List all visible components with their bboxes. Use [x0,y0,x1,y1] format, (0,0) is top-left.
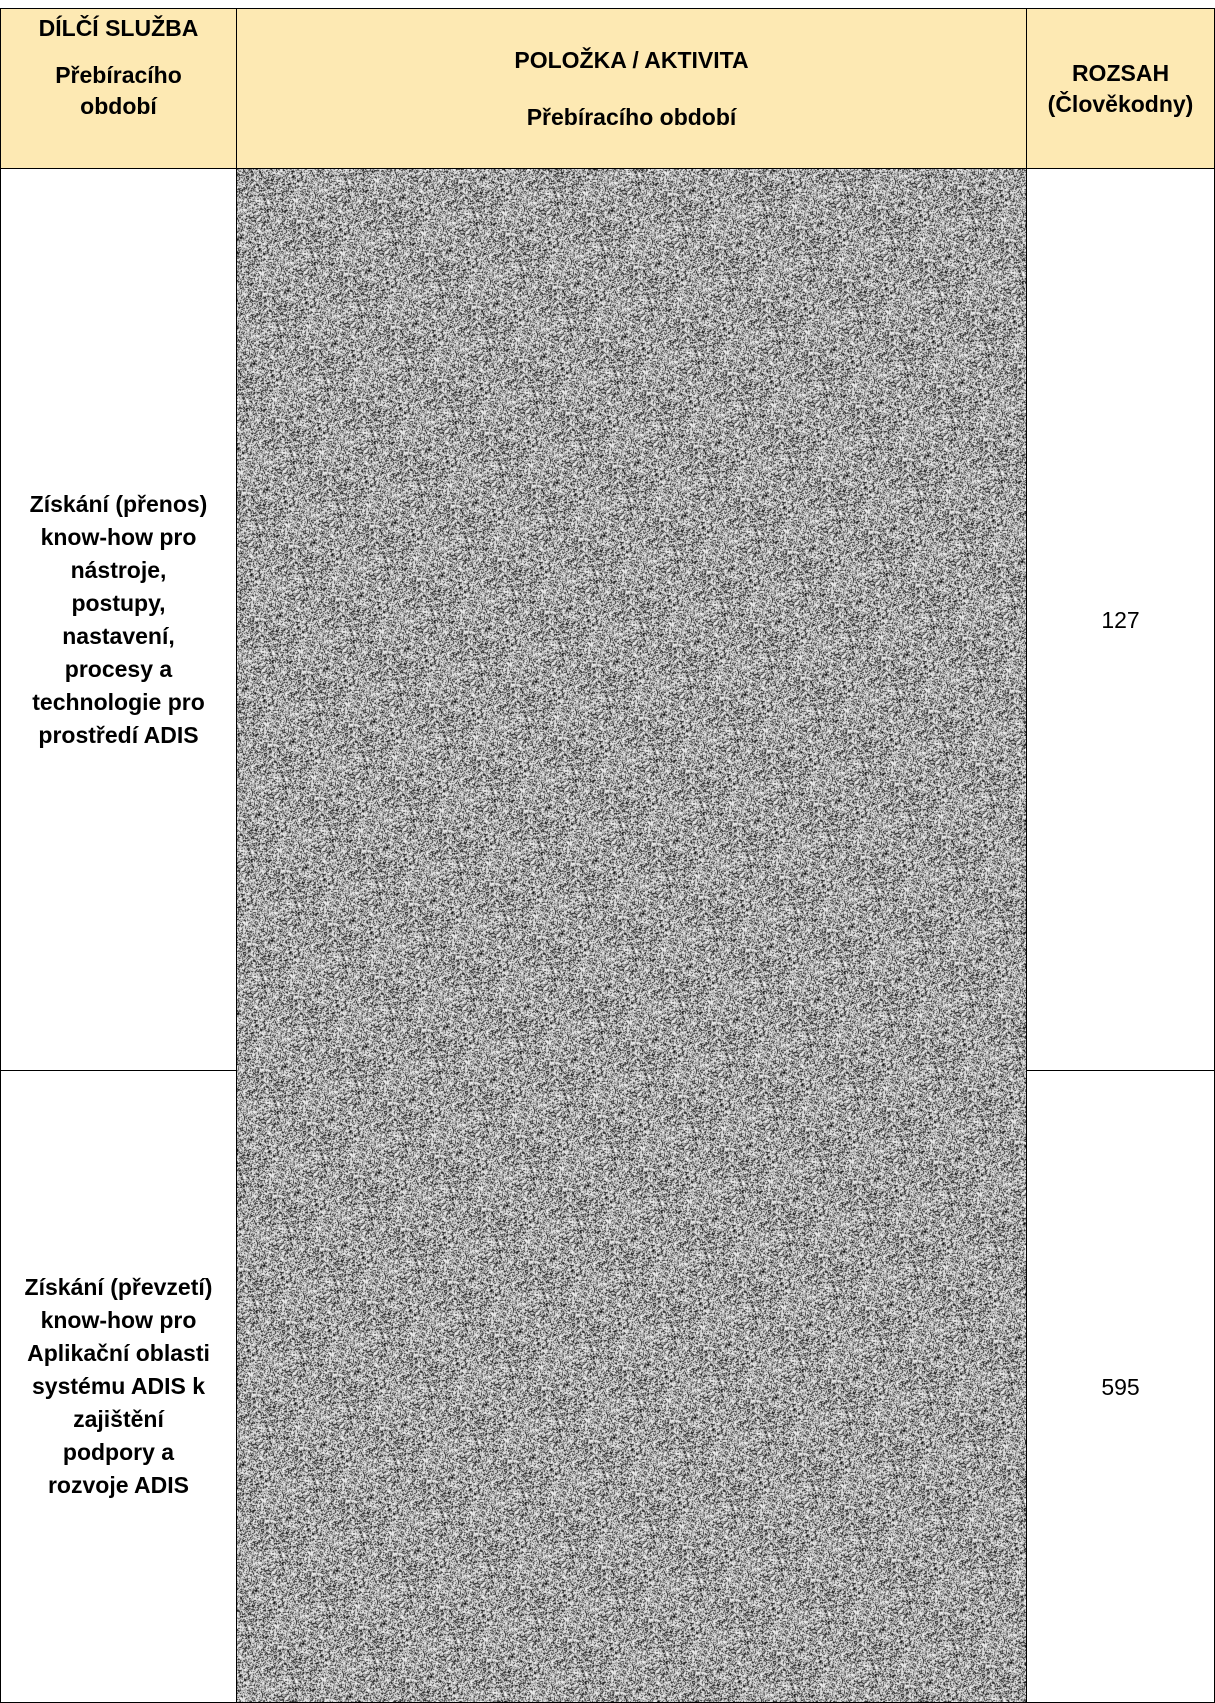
row-2-subservice-line: Získání (převzetí) [24,1274,213,1300]
header-activity: POLOŽKA / AKTIVITA Přebíracího období [236,8,1027,169]
redaction-noise-image [237,169,1026,1702]
table-row: Získání (převzetí) know-how pro Aplikačn… [0,1070,1215,1703]
row-2-subservice-line: zajištění [73,1406,164,1432]
row-2-scope: 595 [1026,1070,1215,1703]
row-1-scope: 127 [1026,168,1215,1071]
header-subservice: DÍLČÍ SLUŽBA Přebíracího období [0,8,237,169]
header-activity-title: POLOŽKA / AKTIVITA [514,46,749,73]
header-scope-title: ROZSAH [1071,59,1170,86]
row-2-subservice-line: Aplikační oblasti [27,1340,210,1366]
row-2-subservice-line: systému ADIS k [32,1373,205,1399]
header-scope: ROZSAH (Člověkodny) [1026,8,1215,169]
header-subservice-subtitle-line1: Přebíracího [55,62,182,88]
row-1-subservice-line: procesy a [64,655,173,682]
row-1-subservice-line: postupy, [71,589,166,616]
row-2-subservice-line: know-how pro [40,1307,197,1333]
row-1-subservice-line: prostředí ADIS [38,721,199,748]
table-row: Získání (přenos) know-how pro nástroje, … [0,168,1215,1703]
row-2-subservice-line: rozvoje ADIS [47,1472,189,1498]
header-subservice-subtitle-line2: období [80,93,157,119]
header-scope-unit: (Člověkodny) [1047,90,1194,117]
row-1-subservice-line: nástroje, [70,556,167,583]
row-2-subservice-line: podpory a [62,1439,175,1465]
row-1-subservice-line: nastavení, [62,622,175,649]
subservice-scope-table: DÍLČÍ SLUŽBA Přebíracího období POLOŽKA … [0,8,1215,1703]
row-1-subservice-line: technologie pro [32,688,205,715]
header-activity-subtitle: Přebíracího období [526,103,737,130]
row-2-subservice: Získání (převzetí) know-how pro Aplikačn… [0,1070,237,1703]
redacted-activity-area [236,168,1027,1703]
table-header-row: DÍLČÍ SLUŽBA Přebíracího období POLOŽKA … [0,8,1215,169]
row-1-subservice-line: know-how pro [40,523,197,550]
header-subservice-title: DÍLČÍ SLUŽBA [38,15,199,41]
row-1-subservice: Získání (přenos) know-how pro nástroje, … [0,168,237,1071]
row-1-subservice-line: Získání (přenos) [29,490,208,517]
